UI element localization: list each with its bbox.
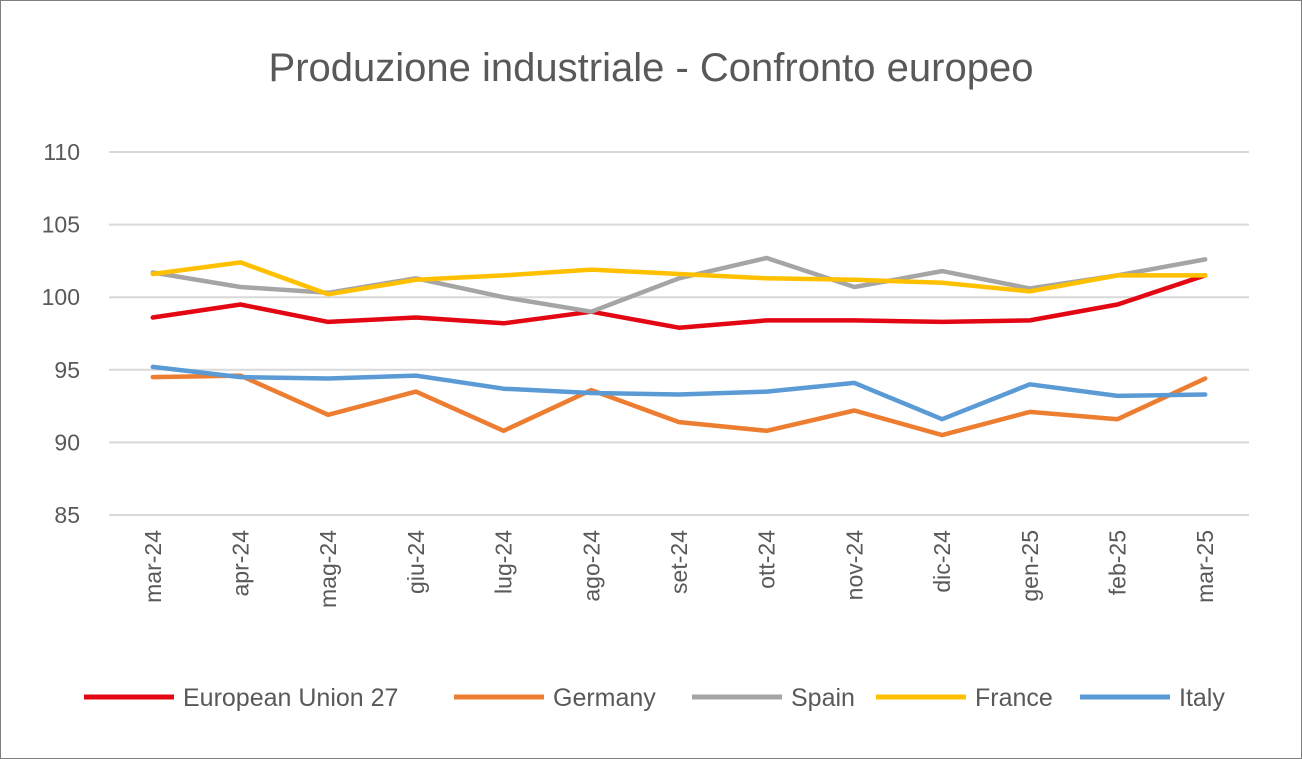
x-tick-label: mag-24	[315, 530, 341, 608]
legend-entry-spain: Spain	[692, 684, 855, 712]
legend: European Union 27 Germany Spain France Italy	[84, 684, 1225, 712]
x-tick-label: mar-25	[1192, 530, 1218, 603]
chart-title: Produzione industriale - Confronto europ…	[269, 46, 1034, 90]
x-tick-label: lug-24	[491, 530, 517, 594]
series-line-france	[150, 260, 1208, 297]
x-tick-label: feb-25	[1104, 530, 1130, 595]
series-line-european-union-27	[150, 273, 1208, 330]
x-tick-label: ott-24	[754, 530, 780, 589]
legend-entry-european-union-27: European Union 27	[84, 684, 398, 712]
legend-entry-italy: Italy	[1080, 684, 1225, 712]
legend-entry-germany: Germany	[454, 684, 656, 712]
series-line-germany	[150, 373, 1208, 438]
series-line-italy	[150, 364, 1208, 422]
series-line-spain	[150, 255, 1208, 314]
y-tick-label: 100	[42, 284, 80, 310]
x-tick-label: dic-24	[929, 530, 955, 593]
legend-label: Germany	[553, 684, 656, 712]
x-axis: mar-24 apr-24 mag-24 giu-24 lug-24 ago-24 set-…	[140, 530, 1218, 608]
y-tick-label: 90	[54, 429, 80, 455]
x-tick-label: apr-24	[228, 530, 254, 597]
y-tick-label: 85	[54, 502, 80, 528]
x-tick-label: mar-24	[140, 530, 166, 603]
series-layer	[150, 255, 1208, 438]
y-tick-label: 95	[54, 357, 80, 383]
gridlines	[109, 151, 1249, 516]
legend-label: France	[975, 684, 1053, 712]
legend-label: Italy	[1179, 684, 1225, 712]
legend-label: Spain	[791, 684, 855, 712]
x-tick-label: nov-24	[841, 530, 867, 601]
y-tick-label: 105	[42, 212, 80, 238]
x-tick-label: set-24	[666, 530, 692, 594]
x-tick-label: giu-24	[403, 530, 429, 594]
legend-entry-france: France	[876, 684, 1053, 712]
x-tick-label: gen-25	[1017, 530, 1043, 602]
x-tick-label: ago-24	[578, 530, 604, 602]
legend-label: European Union 27	[183, 684, 398, 712]
y-axis: 85 90 95 100 105 110	[42, 139, 80, 528]
y-tick-label: 110	[43, 139, 80, 165]
